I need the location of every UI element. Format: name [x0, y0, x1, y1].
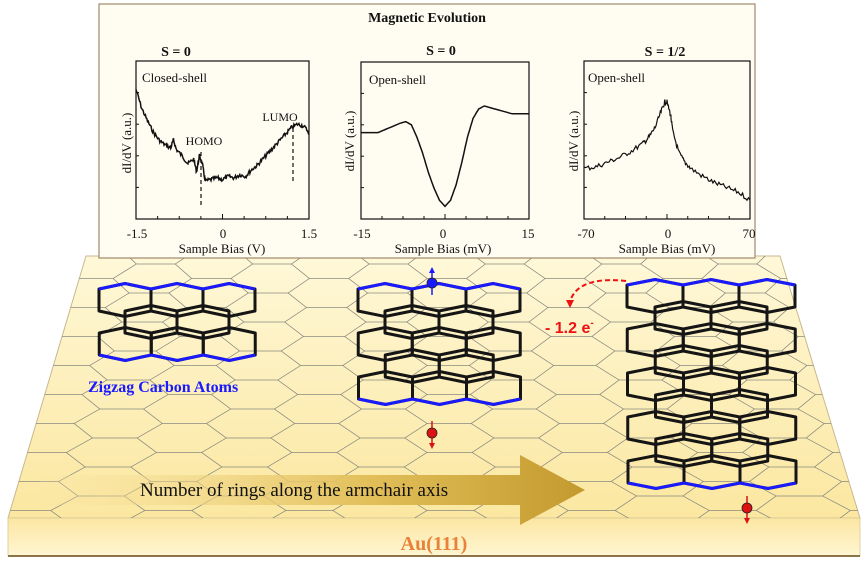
chart-open-shell-s-half: S = 1/2 Open-shell dI/dV (a.u.) -70 0 70… [566, 45, 756, 256]
carbon-ring [709, 300, 769, 336]
lattice-hexagon [0, 496, 4, 525]
svg-text:- 1.2 e-: - 1.2 e- [545, 318, 594, 337]
substrate-label: Au(111) [401, 533, 468, 555]
carbon-ring [738, 410, 798, 446]
zigzag-edge-bottom [98, 353, 256, 363]
zigzag-edge-top [98, 281, 256, 291]
zigzag-edge-bottom [627, 481, 797, 491]
lattice-hexagon [8, 408, 31, 439]
lattice-hexagon [749, 221, 825, 250]
chart-3-ylabel: dI/dV (a.u.) [566, 111, 581, 172]
chart-1-xtick-2: 1.5 [301, 226, 317, 241]
carbon-ring [437, 304, 495, 340]
chart-1-ylabel: dI/dV (a.u.) [119, 113, 134, 174]
chart-1-line [135, 89, 310, 184]
electron-icon [741, 502, 753, 514]
lattice-hexagon [8, 437, 22, 468]
charge-superscript: - [590, 318, 593, 329]
lattice-hexagon [813, 452, 860, 482]
charge-transfer-arrow [569, 279, 627, 303]
chart-2-xtick-2: 15 [522, 226, 535, 241]
chart-3-xtick-2: 70 [743, 226, 756, 241]
armchair-axis-label: Number of rings along the armchair axis [140, 480, 448, 501]
homo-label: HOMO [186, 134, 223, 148]
panel-title: Magnetic Evolution [368, 11, 486, 26]
chart-open-shell-s0: S = 0 Open-shell dI/dV (a.u.) -15 0 15 S… [342, 44, 535, 256]
chart-1-spin-title: S = 0 [161, 45, 191, 60]
carbon-ring [175, 304, 231, 340]
charge-arrowhead-icon [566, 300, 574, 308]
lattice-hexagon [8, 350, 49, 381]
arrow-down-icon [744, 518, 750, 524]
carbon-ring [738, 366, 797, 402]
lattice-hexagon [8, 256, 84, 265]
spin-up-marker [426, 267, 438, 295]
spin-markers [426, 267, 753, 524]
chart-2-spin-title: S = 0 [426, 44, 456, 59]
graphene-nanoribbons [97, 277, 798, 491]
lattice-hexagon [8, 466, 13, 497]
carbon-ring [710, 388, 769, 424]
chart-2-ticks [361, 92, 509, 219]
lattice-hexagon [8, 321, 57, 352]
chart-2-state-label: Open-shell [369, 72, 426, 87]
charge-transfer: - 1.2 e- [545, 279, 627, 337]
chart-3-xtick-0: -70 [577, 226, 594, 241]
lumo-label: LUMO [262, 110, 298, 124]
chart-2-xtick-1: 0 [440, 226, 447, 241]
electron-icon [426, 277, 438, 289]
nanoribbon [97, 281, 257, 363]
chart-2-xtick-0: -15 [353, 226, 370, 241]
chart-3-xtick-1: 0 [665, 226, 672, 241]
lattice-hexagon [8, 292, 66, 323]
chart-1-state-label: Closed-shell [142, 70, 207, 85]
chart-2-ylabel: dI/dV (a.u.) [342, 111, 357, 172]
chart-2-xlabel: Sample Bias (mV) [395, 241, 492, 256]
chart-3-state-label: Open-shell [588, 70, 645, 85]
chart-3-xlabel: Sample Bias (mV) [619, 241, 716, 256]
chart-1-xlabel: Sample Bias (V) [179, 241, 266, 256]
substrate-front-face [7, 517, 861, 557]
chart-closed-shell: S = 0 Closed-shell HOMO LUMO dI/dV (a.u.… [119, 45, 317, 256]
arrow-down-icon [429, 443, 435, 449]
spin-down-marker [426, 421, 438, 449]
nanoribbon [356, 281, 522, 407]
electron-icon [426, 427, 438, 439]
lattice-hexagon [8, 263, 75, 294]
chart-3-ticks [584, 92, 730, 219]
chart-3-spin-title: S = 1/2 [645, 45, 686, 60]
lattice-hexagon [805, 423, 860, 453]
lattice-hexagon [822, 481, 860, 511]
zigzag-carbon-label: Zigzag Carbon Atoms [88, 379, 238, 396]
spectra-panel [98, 3, 756, 259]
nanoribbon [625, 277, 798, 491]
chart-2-line [361, 105, 529, 208]
chart-3-line [583, 99, 751, 202]
zigzag-edge-top [626, 277, 796, 287]
chart-1-xtick-1: 0 [220, 226, 227, 241]
carbon-ring [464, 326, 522, 362]
armchair-axis-arrow: Number of rings along the armchair axis [40, 455, 585, 525]
carbon-ring [737, 322, 797, 358]
zigzag-edge-bottom [358, 397, 521, 407]
carbon-ring [710, 432, 770, 468]
zigzag-edge-top [357, 281, 521, 291]
arrow-up-icon [429, 267, 435, 273]
chart-1-xtick-0: -1.5 [127, 226, 148, 241]
chart-1-ticks [136, 92, 288, 219]
spin-down-marker [741, 496, 753, 524]
carbon-ring [709, 344, 769, 380]
carbon-ring [437, 348, 495, 384]
charge-transfer-value: - 1.2 e [545, 320, 590, 337]
lattice-hexagon [8, 379, 40, 410]
